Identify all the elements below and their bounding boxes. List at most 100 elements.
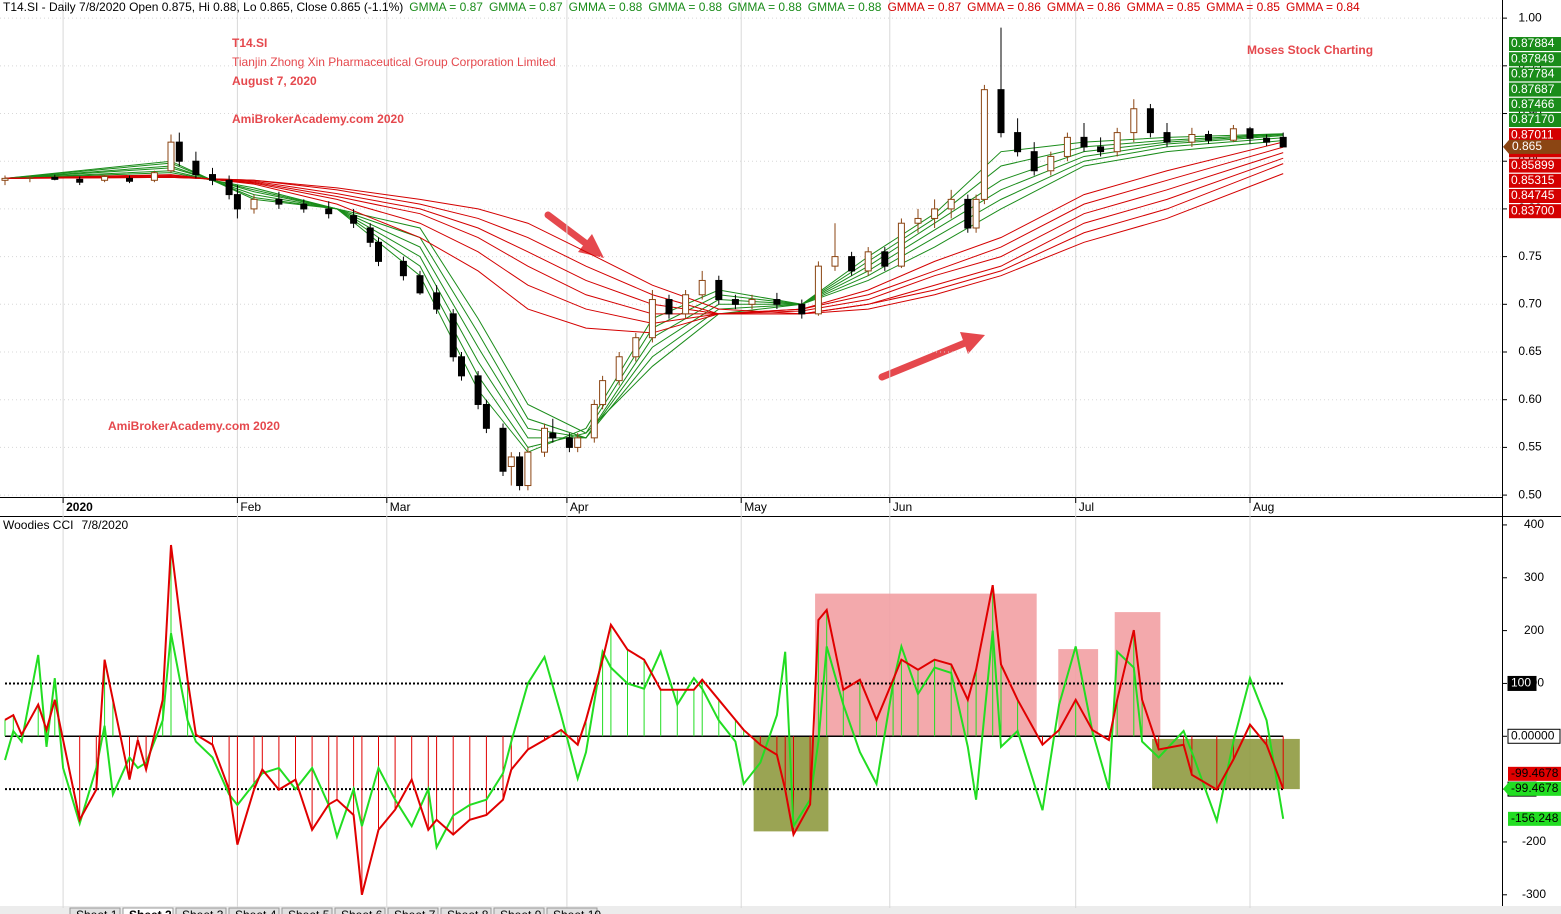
header-gmma: GMMA = 0.86 <box>1047 0 1121 14</box>
candle-body <box>831 256 839 267</box>
header-gmma: GMMA = 0.88 <box>569 0 643 14</box>
candle-body <box>416 275 424 294</box>
candle-body <box>366 227 374 243</box>
gmma-value-box <box>1509 158 1561 173</box>
gmma-value-box <box>1509 67 1561 82</box>
gmma-line <box>4 173 1284 315</box>
candle-body <box>632 337 640 358</box>
header-gmma: GMMA = 0.88 <box>808 0 882 14</box>
candle-body <box>599 380 607 405</box>
sheet-tab-label: Sheet 7 <box>394 908 436 914</box>
candle-body <box>947 198 955 210</box>
gmma-line <box>4 137 1284 439</box>
header-gmma: GMMA = 0.84 <box>1286 0 1360 14</box>
sheet-tab-label: Sheet 3 <box>182 908 224 914</box>
gmma-value-label: 0.87784 <box>1511 67 1555 81</box>
header-gmma: GMMA = 0.85 <box>1206 0 1280 14</box>
sheet-tab-label: Sheet 4 <box>235 908 277 914</box>
candle-body <box>1246 128 1254 139</box>
header-gmma: GMMA = 0.87 <box>887 0 961 14</box>
candle-body <box>648 299 656 339</box>
gmma-value-label: 0.85315 <box>1511 173 1555 187</box>
y-tick-label: 400 <box>1524 517 1544 531</box>
sheet-tab[interactable] <box>334 907 386 914</box>
x-tick-label: May <box>744 500 767 514</box>
candle-body <box>375 241 382 262</box>
header-gmma: GMMA = 0.87 <box>409 0 483 14</box>
level-value-box <box>1507 728 1561 744</box>
gmma-value-box <box>1509 52 1561 67</box>
candle-body <box>541 427 548 453</box>
y-tick-label: 0.50 <box>1518 487 1542 501</box>
candle-body <box>192 160 200 176</box>
y-tick-label: 0.70 <box>1518 296 1542 310</box>
candle-body <box>399 260 407 277</box>
candle-body <box>997 89 1005 134</box>
turbo-value-box <box>1508 811 1561 826</box>
sheet-tab[interactable] <box>228 907 280 914</box>
candle-body <box>574 437 582 448</box>
sheet-tab-label: Sheet 9 <box>500 908 542 914</box>
sheet-tab[interactable] <box>175 907 227 914</box>
candle-body <box>1030 151 1038 172</box>
candle-body <box>980 89 988 200</box>
sheet-tab[interactable] <box>122 907 174 914</box>
candle-body <box>101 175 109 181</box>
gmma-line <box>4 135 1284 439</box>
candle-body <box>1146 108 1154 134</box>
candle-body <box>167 141 175 172</box>
candle-body <box>516 456 524 487</box>
gmma-value-box <box>1509 113 1561 127</box>
x-tick-label: Jul <box>1079 500 1094 514</box>
indicator-date: 7/8/2020 <box>81 518 128 532</box>
gmma-value-label: 0.87884 <box>1511 36 1555 50</box>
header-text: T14.SI - Daily 7/8/2020 Open 0.875, Hi 0… <box>3 0 403 14</box>
y-tick-label: 0.60 <box>1518 392 1542 406</box>
candle-body <box>590 403 598 439</box>
candle-body <box>881 251 889 267</box>
sheet-tab[interactable] <box>546 907 598 914</box>
y-tick-label: 0.55 <box>1518 440 1542 454</box>
cci-line <box>4 544 1285 896</box>
gmma-value-label: 0.83700 <box>1511 203 1555 217</box>
candle-body <box>615 356 623 382</box>
candle-body <box>507 456 515 467</box>
gmma-value-label: 0.84745 <box>1511 188 1555 202</box>
candle-body <box>175 141 183 162</box>
candle-body <box>1080 136 1088 148</box>
candle-body <box>698 279 706 296</box>
sheet-tab-label: Sheet 6 <box>341 908 383 914</box>
sheet-tab[interactable] <box>281 907 333 914</box>
gmma-value-box <box>1509 128 1561 143</box>
candle-body <box>1188 134 1196 143</box>
gmma-line <box>4 140 1284 434</box>
sheet-tab[interactable] <box>493 907 545 914</box>
x-tick-label: Jun <box>893 500 912 514</box>
candle-body <box>964 198 972 229</box>
candle-body <box>931 208 939 219</box>
sheet-tab[interactable] <box>440 907 492 914</box>
sheet-tab[interactable] <box>69 907 121 914</box>
gmma-value-label: 0.87849 <box>1511 51 1555 65</box>
candle-body <box>1130 108 1138 134</box>
level-value-box <box>1507 675 1537 691</box>
candle-body <box>250 198 258 210</box>
candle-body <box>665 299 673 315</box>
x-tick-label: Aug <box>1253 500 1274 514</box>
candle-body <box>1063 136 1071 157</box>
y-tick-label: 300 <box>1524 570 1544 584</box>
cci-value-box <box>1508 766 1561 781</box>
candle-body <box>1113 132 1121 153</box>
sheet-tab[interactable] <box>387 907 439 914</box>
sheet-tab-label: Sheet 8 <box>447 908 489 914</box>
close-value-label: 0.865 <box>1512 139 1542 153</box>
x-tick-label: Feb <box>240 500 261 514</box>
candle-body <box>233 194 241 210</box>
y-tick-label: 1.00 <box>1518 10 1542 24</box>
histogram-value-box <box>1509 781 1561 796</box>
candle-body <box>524 451 532 487</box>
sheet-tab-label: Sheet 1 <box>76 908 118 914</box>
candle-body <box>1205 134 1212 141</box>
candle-body <box>126 177 133 182</box>
